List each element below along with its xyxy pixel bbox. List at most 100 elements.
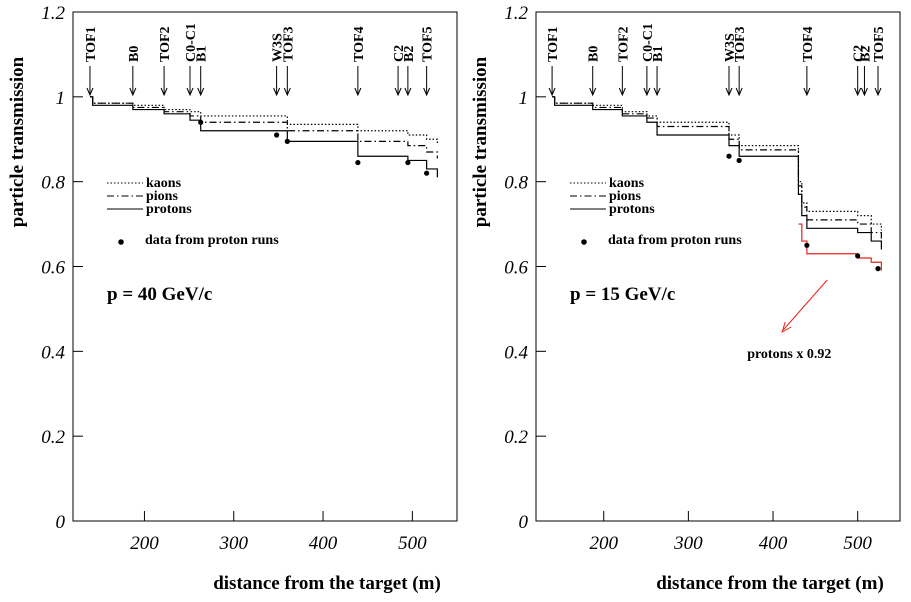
- detector-label: B0: [127, 46, 142, 62]
- detector-arrowhead: [197, 87, 205, 97]
- data-point: [284, 138, 290, 144]
- y-tick-label: 0.4: [504, 342, 528, 363]
- detector-arrowhead: [803, 87, 811, 97]
- series-line: [552, 96, 882, 239]
- y-tick-label: 0.8: [41, 173, 65, 194]
- panel: 0 0.2 0.4 0.6 0.8 1 1.2 200 300 400 500 distance fr…: [470, 3, 901, 594]
- detector-label: TOF1: [546, 26, 561, 62]
- legend-label: pions: [146, 189, 178, 204]
- detector-label: B1: [651, 46, 666, 62]
- detector-label: B1: [195, 46, 210, 62]
- detector-label: B0: [587, 46, 602, 62]
- y-tick-label: 0: [519, 512, 529, 533]
- detector-label: B2: [402, 46, 417, 62]
- detector-arrowhead: [394, 87, 402, 97]
- detector-arrowhead: [186, 87, 194, 97]
- detector-arrowhead: [653, 87, 661, 97]
- legend-label: data from proton runs: [145, 233, 279, 248]
- legend-label: data from proton runs: [608, 233, 742, 248]
- detector-arrowhead: [129, 87, 137, 97]
- panel-annotation: p = 15 GeV/c: [570, 284, 675, 305]
- x-tick-label: 400: [309, 533, 338, 554]
- y-tick-label: 0.8: [504, 173, 528, 194]
- detector-arrowhead: [283, 87, 291, 97]
- legend-label: protons: [609, 202, 655, 217]
- detector-label: TOF5: [872, 26, 887, 62]
- detector-label: C2: [852, 45, 867, 62]
- detector-label: TOF2: [616, 26, 631, 62]
- detector-label: TOF4: [801, 26, 816, 62]
- detector-label: TOF3: [281, 26, 296, 62]
- data-point: [736, 157, 742, 164]
- x-tick-label: 500: [398, 533, 427, 554]
- detector-arrowhead: [354, 87, 362, 97]
- legend-dot: [581, 239, 587, 245]
- plot-frame: [72, 11, 458, 522]
- y-tick-label: 1.2: [41, 3, 65, 24]
- detector-label: TOF5: [421, 26, 436, 62]
- detector-arrowhead: [725, 87, 733, 97]
- detector-label: C0-C1: [641, 23, 656, 62]
- detector-arrowhead: [618, 87, 626, 97]
- detector-arrowhead: [860, 87, 868, 97]
- detector-label: W3S: [271, 33, 286, 62]
- data-point: [804, 242, 810, 248]
- legend-label: kaons: [146, 176, 182, 191]
- detector-arrowhead: [273, 87, 281, 97]
- x-axis-title: distance from the target (m): [213, 573, 441, 594]
- y-tick-label: 0.6: [504, 258, 528, 279]
- data-point: [355, 159, 361, 166]
- detector-label: TOF3: [733, 26, 748, 62]
- series-line: [552, 96, 882, 231]
- panel-annotation: p = 40 GeV/c: [107, 284, 212, 305]
- x-tick-label: 200: [589, 533, 618, 554]
- y-tick-label: 0.6: [41, 258, 65, 279]
- x-tick-label: 300: [673, 533, 703, 554]
- detector-arrowhead: [160, 87, 168, 97]
- y-axis-title: particle transmission: [7, 56, 28, 227]
- data-point: [198, 119, 204, 125]
- detector-arrowhead: [548, 87, 556, 97]
- x-tick-label: 300: [218, 533, 248, 554]
- detector-arrowhead: [735, 87, 743, 97]
- detector-arrowhead: [86, 87, 94, 97]
- x-axis-title: distance from the target (m): [656, 573, 884, 594]
- data-point: [274, 132, 280, 138]
- series-line: [89, 96, 438, 178]
- data-point: [405, 159, 411, 166]
- detector-arrowhead: [643, 87, 651, 97]
- detector-arrowhead: [874, 87, 882, 97]
- legend-label: protons: [146, 202, 192, 217]
- x-tick-label: 200: [130, 533, 159, 554]
- detector-arrowhead: [589, 87, 597, 97]
- annotation-label: protons x 0.92: [747, 347, 831, 362]
- y-tick-label: 0: [56, 512, 66, 533]
- y-tick-label: 1: [56, 88, 66, 109]
- panel: 0 0.2 0.4 0.6 0.8 1 1.2 200 300 400 500 distance fr…: [7, 3, 458, 594]
- y-tick-label: 1: [519, 88, 529, 109]
- detector-label: TOF1: [84, 26, 99, 62]
- annotation-arrowhead: [781, 321, 792, 334]
- data-point: [726, 153, 732, 159]
- series-line: [552, 96, 882, 250]
- detector-label: B2: [858, 46, 873, 62]
- y-tick-label: 1.2: [504, 3, 528, 24]
- legend-label: kaons: [609, 176, 645, 191]
- y-tick-label: 0.4: [41, 342, 65, 363]
- data-point: [875, 266, 881, 272]
- legend-label: pions: [609, 189, 641, 204]
- y-axis-title: particle transmission: [470, 56, 491, 227]
- series-line: [89, 96, 438, 144]
- series-line: [798, 223, 882, 271]
- annotation-arrow: [782, 279, 828, 331]
- series-line: [89, 96, 438, 159]
- legend-dot: [118, 239, 124, 245]
- plot-frame: [535, 11, 901, 522]
- detector-label: C2: [392, 45, 407, 62]
- detector-label: TOF2: [158, 26, 173, 62]
- detector-arrowhead: [404, 87, 412, 97]
- data-point: [855, 253, 861, 259]
- detector-label: W3S: [723, 33, 738, 62]
- y-tick-label: 0.2: [41, 427, 65, 448]
